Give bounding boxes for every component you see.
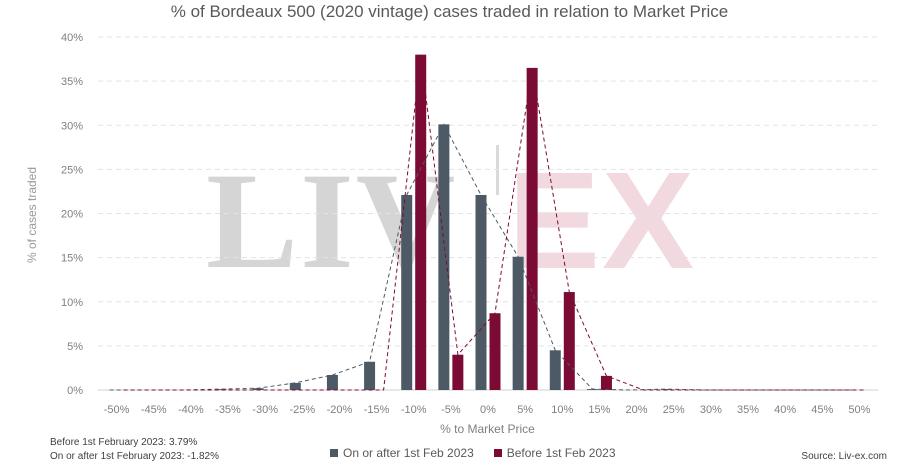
y-tick-label: 0% (67, 385, 83, 397)
bar-before (452, 354, 464, 390)
x-axis-label: % to Market Price (440, 422, 535, 436)
y-tick-label: 20% (61, 209, 83, 221)
bar-before (415, 54, 427, 391)
bar-after (252, 388, 264, 390)
note-after: On or after 1st February 2023: -1.82% (50, 451, 219, 462)
note-before: Before 1st February 2023: 3.79% (50, 437, 198, 448)
x-tick-label: 25% (663, 404, 685, 416)
x-tick-label: -40% (178, 404, 204, 416)
x-tick-label: 30% (700, 404, 722, 416)
bar-after (326, 374, 338, 390)
x-tick-label: -35% (215, 404, 241, 416)
legend: On or after 1st Feb 2023 Before 1st Feb … (330, 446, 616, 460)
bar-after (475, 194, 487, 390)
y-tick-label: 40% (61, 32, 83, 44)
bar-after (364, 361, 376, 390)
liv-ex-watermark-left: LIV (206, 144, 458, 297)
bar-after (549, 350, 561, 390)
x-tick-label: 20% (626, 404, 648, 416)
x-tick-label: -30% (252, 404, 278, 416)
legend-label-after: On or after 1st Feb 2023 (343, 446, 474, 460)
x-tick-label: 50% (848, 404, 870, 416)
watermark-divider (496, 145, 499, 195)
x-tick-label: 15% (588, 404, 610, 416)
y-tick-label: 30% (61, 120, 83, 132)
x-tick-label: 45% (811, 404, 833, 416)
bar-before (489, 313, 501, 390)
liv-ex-watermark-right: EX (508, 144, 697, 298)
legend-swatch-before (493, 449, 502, 457)
y-axis-label: % of cases traded (25, 166, 39, 264)
y-tick-label: 15% (61, 253, 83, 265)
x-tick-label: 40% (774, 404, 796, 416)
chart-title: % of Bordeaux 500 (2020 vintage) cases t… (170, 2, 729, 21)
x-tick-label: -10% (401, 404, 427, 416)
bar-after (289, 382, 301, 390)
averages-note: Before 1st February 2023: 3.79% On or af… (50, 436, 219, 464)
bar-after (438, 124, 450, 391)
legend-item-after: On or after 1st Feb 2023 (330, 446, 474, 460)
x-tick-label: -5% (441, 404, 461, 416)
y-tick-label: 35% (61, 76, 83, 88)
y-tick-label: 25% (61, 164, 83, 176)
y-tick-label: 10% (61, 297, 83, 309)
bar-after (215, 389, 227, 390)
x-tick-label: 35% (737, 404, 759, 416)
bar-after (512, 256, 524, 390)
x-tick-label: -25% (289, 404, 315, 416)
x-tick-label: 0% (480, 404, 496, 416)
source-note: Source: Liv-ex.com (801, 451, 887, 462)
legend-item-before: Before 1st Feb 2023 (493, 446, 616, 460)
bar-after (401, 194, 413, 390)
y-axis-label-wrap: % of cases traded (22, 130, 42, 300)
bar-before (563, 292, 575, 390)
y-tick-label: 5% (67, 341, 83, 353)
legend-label-before: Before 1st Feb 2023 (506, 446, 616, 460)
x-tick-label: -15% (364, 404, 390, 416)
x-tick-label: -50% (104, 404, 130, 416)
x-tick-label: -20% (327, 404, 353, 416)
trendline-before (123, 54, 867, 391)
legend-swatch-after (330, 449, 338, 457)
bar-before (526, 67, 538, 390)
x-tick-label: 5% (517, 404, 533, 416)
x-tick-label: -45% (141, 404, 167, 416)
x-tick-label: 10% (551, 404, 573, 416)
bar-before (600, 375, 612, 390)
